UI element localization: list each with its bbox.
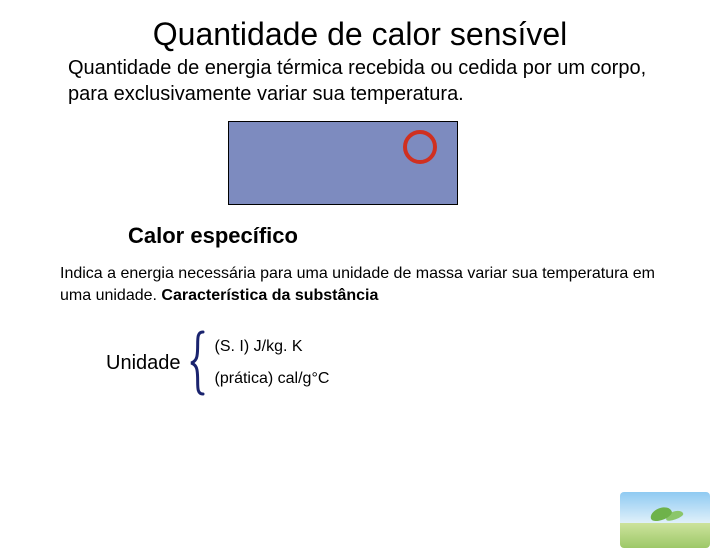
formula-box [228, 121, 458, 205]
subdefinition-bold: Característica da substância [161, 287, 378, 304]
page-title: Quantidade de calor sensível [0, 16, 720, 53]
circle-icon [403, 130, 437, 164]
unit-row: Unidade (S. I) J/kg. K (prática) cal/g°C [106, 330, 720, 396]
brace-icon [189, 330, 207, 396]
unit-practical: (prática) cal/g°C [215, 370, 330, 388]
subdefinition: Indica a energia necessária para uma uni… [60, 263, 660, 306]
subheading: Calor específico [128, 223, 720, 249]
definition-text: Quantidade de energia térmica recebida o… [68, 55, 652, 107]
unit-label: Unidade [106, 352, 181, 375]
unit-si: (S. I) J/kg. K [215, 338, 330, 356]
unit-values: (S. I) J/kg. K (prática) cal/g°C [215, 338, 330, 388]
